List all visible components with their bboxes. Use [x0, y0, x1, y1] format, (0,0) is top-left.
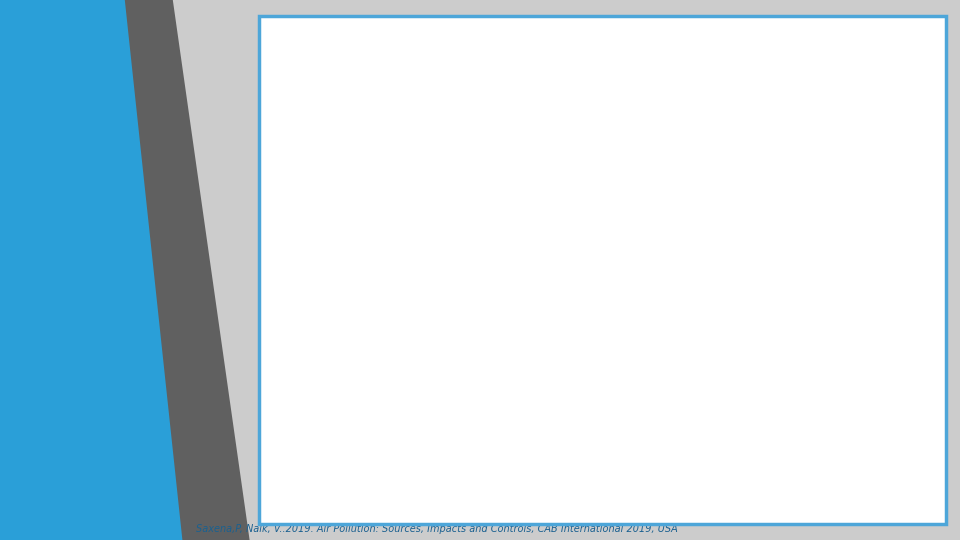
Bar — [427, 289, 435, 298]
Text: Solar irradiance: Solar irradiance — [700, 432, 761, 441]
Bar — [427, 75, 435, 83]
Text: Land use: Land use — [700, 408, 734, 417]
Text: HCFCs: HCFCs — [473, 100, 493, 105]
Text: Biomass
burning: Biomass burning — [442, 312, 468, 322]
Text: -1.2←: -1.2← — [311, 362, 328, 367]
Bar — [400, 310, 435, 324]
Text: Saxena,P, Naik, V..2019. Air Pollution: Sources, Impacts and Controls, CAB Inter: Saxena,P, Naik, V..2019. Air Pollution: … — [196, 524, 678, 534]
Bar — [435, 312, 439, 322]
Text: Well-mixed GHG: Well-mixed GHG — [297, 75, 302, 131]
Text: CH$_4$: CH$_4$ — [315, 75, 328, 83]
Text: Sulfate: Sulfate — [306, 267, 328, 272]
Text: Organic carbon: Organic carbon — [700, 313, 758, 322]
Bar — [331, 163, 696, 234]
Bar — [427, 335, 435, 347]
Bar — [435, 384, 437, 393]
Bar — [435, 216, 459, 228]
Bar — [379, 262, 435, 276]
Text: SO$_2$: SO$_2$ — [700, 264, 716, 276]
Text: Aircraft: Aircraft — [700, 384, 729, 393]
Text: Others: Others — [297, 413, 302, 436]
Text: CH₄: CH₄ — [442, 487, 457, 496]
X-axis label: Radiative forcing ( W m⁻²): Radiative forcing ( W m⁻²) — [454, 470, 573, 480]
Text: Nitrate: Nitrate — [306, 243, 328, 248]
Bar — [435, 119, 458, 134]
Text: CO: CO — [700, 170, 711, 179]
Text: Nitrate: Nitrate — [306, 219, 328, 225]
Text: NMVOC: NMVOC — [700, 193, 729, 202]
Bar — [331, 401, 696, 448]
Text: Aerosol-cloud: Aerosol-cloud — [700, 360, 752, 369]
Text: Aerosols and
precursors: Aerosols and precursors — [293, 295, 306, 340]
Text: O₃: O₃ — [519, 487, 529, 496]
Bar — [435, 167, 462, 181]
Bar — [345, 357, 435, 372]
Text: NO$_x$: NO$_x$ — [700, 215, 717, 228]
Bar — [435, 240, 448, 252]
Bar — [404, 215, 435, 229]
Text: BC on
SO$_4$: BC on SO$_4$ — [442, 262, 460, 277]
Bar — [435, 72, 568, 86]
Bar — [435, 192, 448, 204]
Bar — [574, 483, 591, 500]
Polygon shape — [0, 0, 182, 540]
Polygon shape — [0, 0, 250, 540]
Bar — [341, 483, 358, 500]
Text: HFCs+PFCs+SF$_6$: HFCs+PFCs+SF$_6$ — [275, 146, 328, 155]
Bar — [435, 75, 442, 83]
Bar — [496, 483, 514, 500]
Text: Black carbon: Black carbon — [700, 289, 750, 298]
Bar — [272, 163, 327, 234]
Text: CO$_2$: CO$_2$ — [315, 51, 328, 59]
Text: Short-lived gases: Short-lived gases — [297, 168, 302, 228]
Bar — [414, 406, 435, 420]
Bar — [435, 48, 685, 62]
Text: H₂O(Strat.): H₂O(Strat.) — [597, 487, 643, 496]
Text: NH$_3$: NH$_3$ — [700, 239, 716, 252]
Text: HaloCarbons: HaloCarbons — [288, 100, 328, 105]
Text: CO₂: CO₂ — [364, 487, 379, 496]
Bar — [435, 145, 439, 156]
Text: 4: 4 — [919, 38, 929, 53]
Text: Contrails: Contrails — [439, 386, 467, 391]
Bar — [435, 169, 442, 179]
Bar — [331, 43, 696, 163]
Text: N$_2$O: N$_2$O — [314, 122, 328, 131]
Bar — [435, 286, 490, 300]
Text: Mineral dust: Mineral dust — [700, 336, 748, 346]
Text: Fig. 4.2.  Global radiative forcing of various air pollutants for the period 175: Fig. 4.2. Global radiative forcing of va… — [269, 495, 697, 503]
Bar — [435, 98, 468, 108]
Bar — [272, 43, 327, 163]
Bar — [420, 239, 435, 253]
Bar — [419, 483, 436, 500]
Text: Fossil and
biofuel: Fossil and biofuel — [298, 288, 328, 299]
Title: Components of radiative forcing: Components of radiative forcing — [429, 28, 598, 38]
Bar — [272, 401, 327, 448]
Text: Surface Albedo: Surface Albedo — [281, 410, 328, 415]
Bar — [272, 234, 327, 401]
Bar — [435, 431, 442, 441]
Bar — [432, 96, 484, 110]
Text: ERFoci: ERFoci — [437, 362, 458, 367]
Bar — [331, 234, 696, 401]
